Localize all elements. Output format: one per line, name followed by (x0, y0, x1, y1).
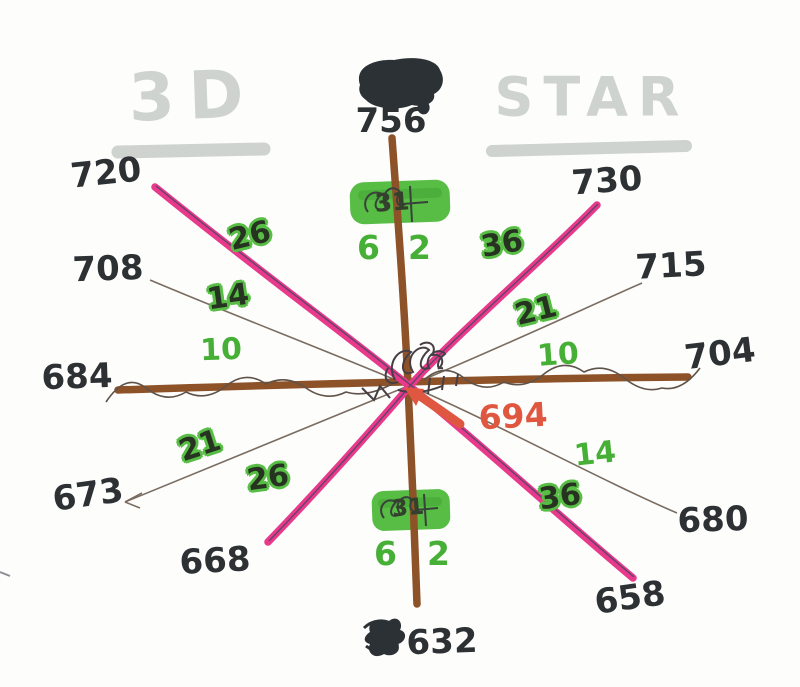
diff-label-lower-right: 14 (572, 434, 618, 474)
title-star: STAR (494, 65, 690, 129)
diff-label-bottom: 62 (374, 534, 480, 573)
title-3d: 3D (127, 55, 259, 137)
endpoint-label-680: 680 (676, 498, 750, 542)
endpoint-label-684: 684 (40, 355, 114, 399)
endpoint-label-720: 720 (68, 149, 144, 197)
squiggle-left (105, 376, 393, 403)
diff-label-left-upper: 14 (204, 276, 252, 318)
diff-label-left: 10 (199, 331, 243, 369)
squiggle-right (423, 364, 701, 391)
center-value-label: 694 (477, 394, 549, 438)
diff-label-upper-right: 36 (478, 223, 526, 265)
center-arrow (404, 387, 465, 429)
scribble-over-blob-top (364, 185, 429, 223)
endpoint-label-715: 715 (634, 244, 708, 288)
pen-core-720-658 (155, 185, 635, 578)
scribble-over-blob-bottom (380, 493, 439, 527)
endpoint-label-632: 632 (405, 620, 479, 664)
ray-line-684-704 (114, 373, 692, 394)
pen-core-668-730 (268, 203, 599, 542)
ink-blob-top (358, 58, 443, 109)
endpoint-label-708: 708 (71, 247, 145, 291)
crossed-out-label-top: 31 (373, 186, 411, 218)
endpoint-label-730: 730 (570, 158, 644, 204)
diff-label-bottom-right: 36 (536, 476, 584, 518)
title-3d-underline (111, 142, 271, 159)
endpoint-label-756: 756 (355, 101, 427, 141)
ray-line-715-673 (124, 282, 643, 503)
ink-drip-top (417, 100, 430, 115)
diff-label-bottom-left: 26 (244, 457, 292, 499)
crossed-out-label-bottom: 31 (390, 493, 426, 523)
diff-label-right: 10 (535, 336, 581, 374)
arrowhead-673 (124, 492, 143, 509)
stray-mark (0, 571, 11, 577)
ink-scribble-632 (362, 618, 406, 657)
diff-label-top: 62 (357, 228, 459, 267)
endpoint-label-668: 668 (178, 539, 252, 583)
title-star-underline (486, 140, 692, 157)
